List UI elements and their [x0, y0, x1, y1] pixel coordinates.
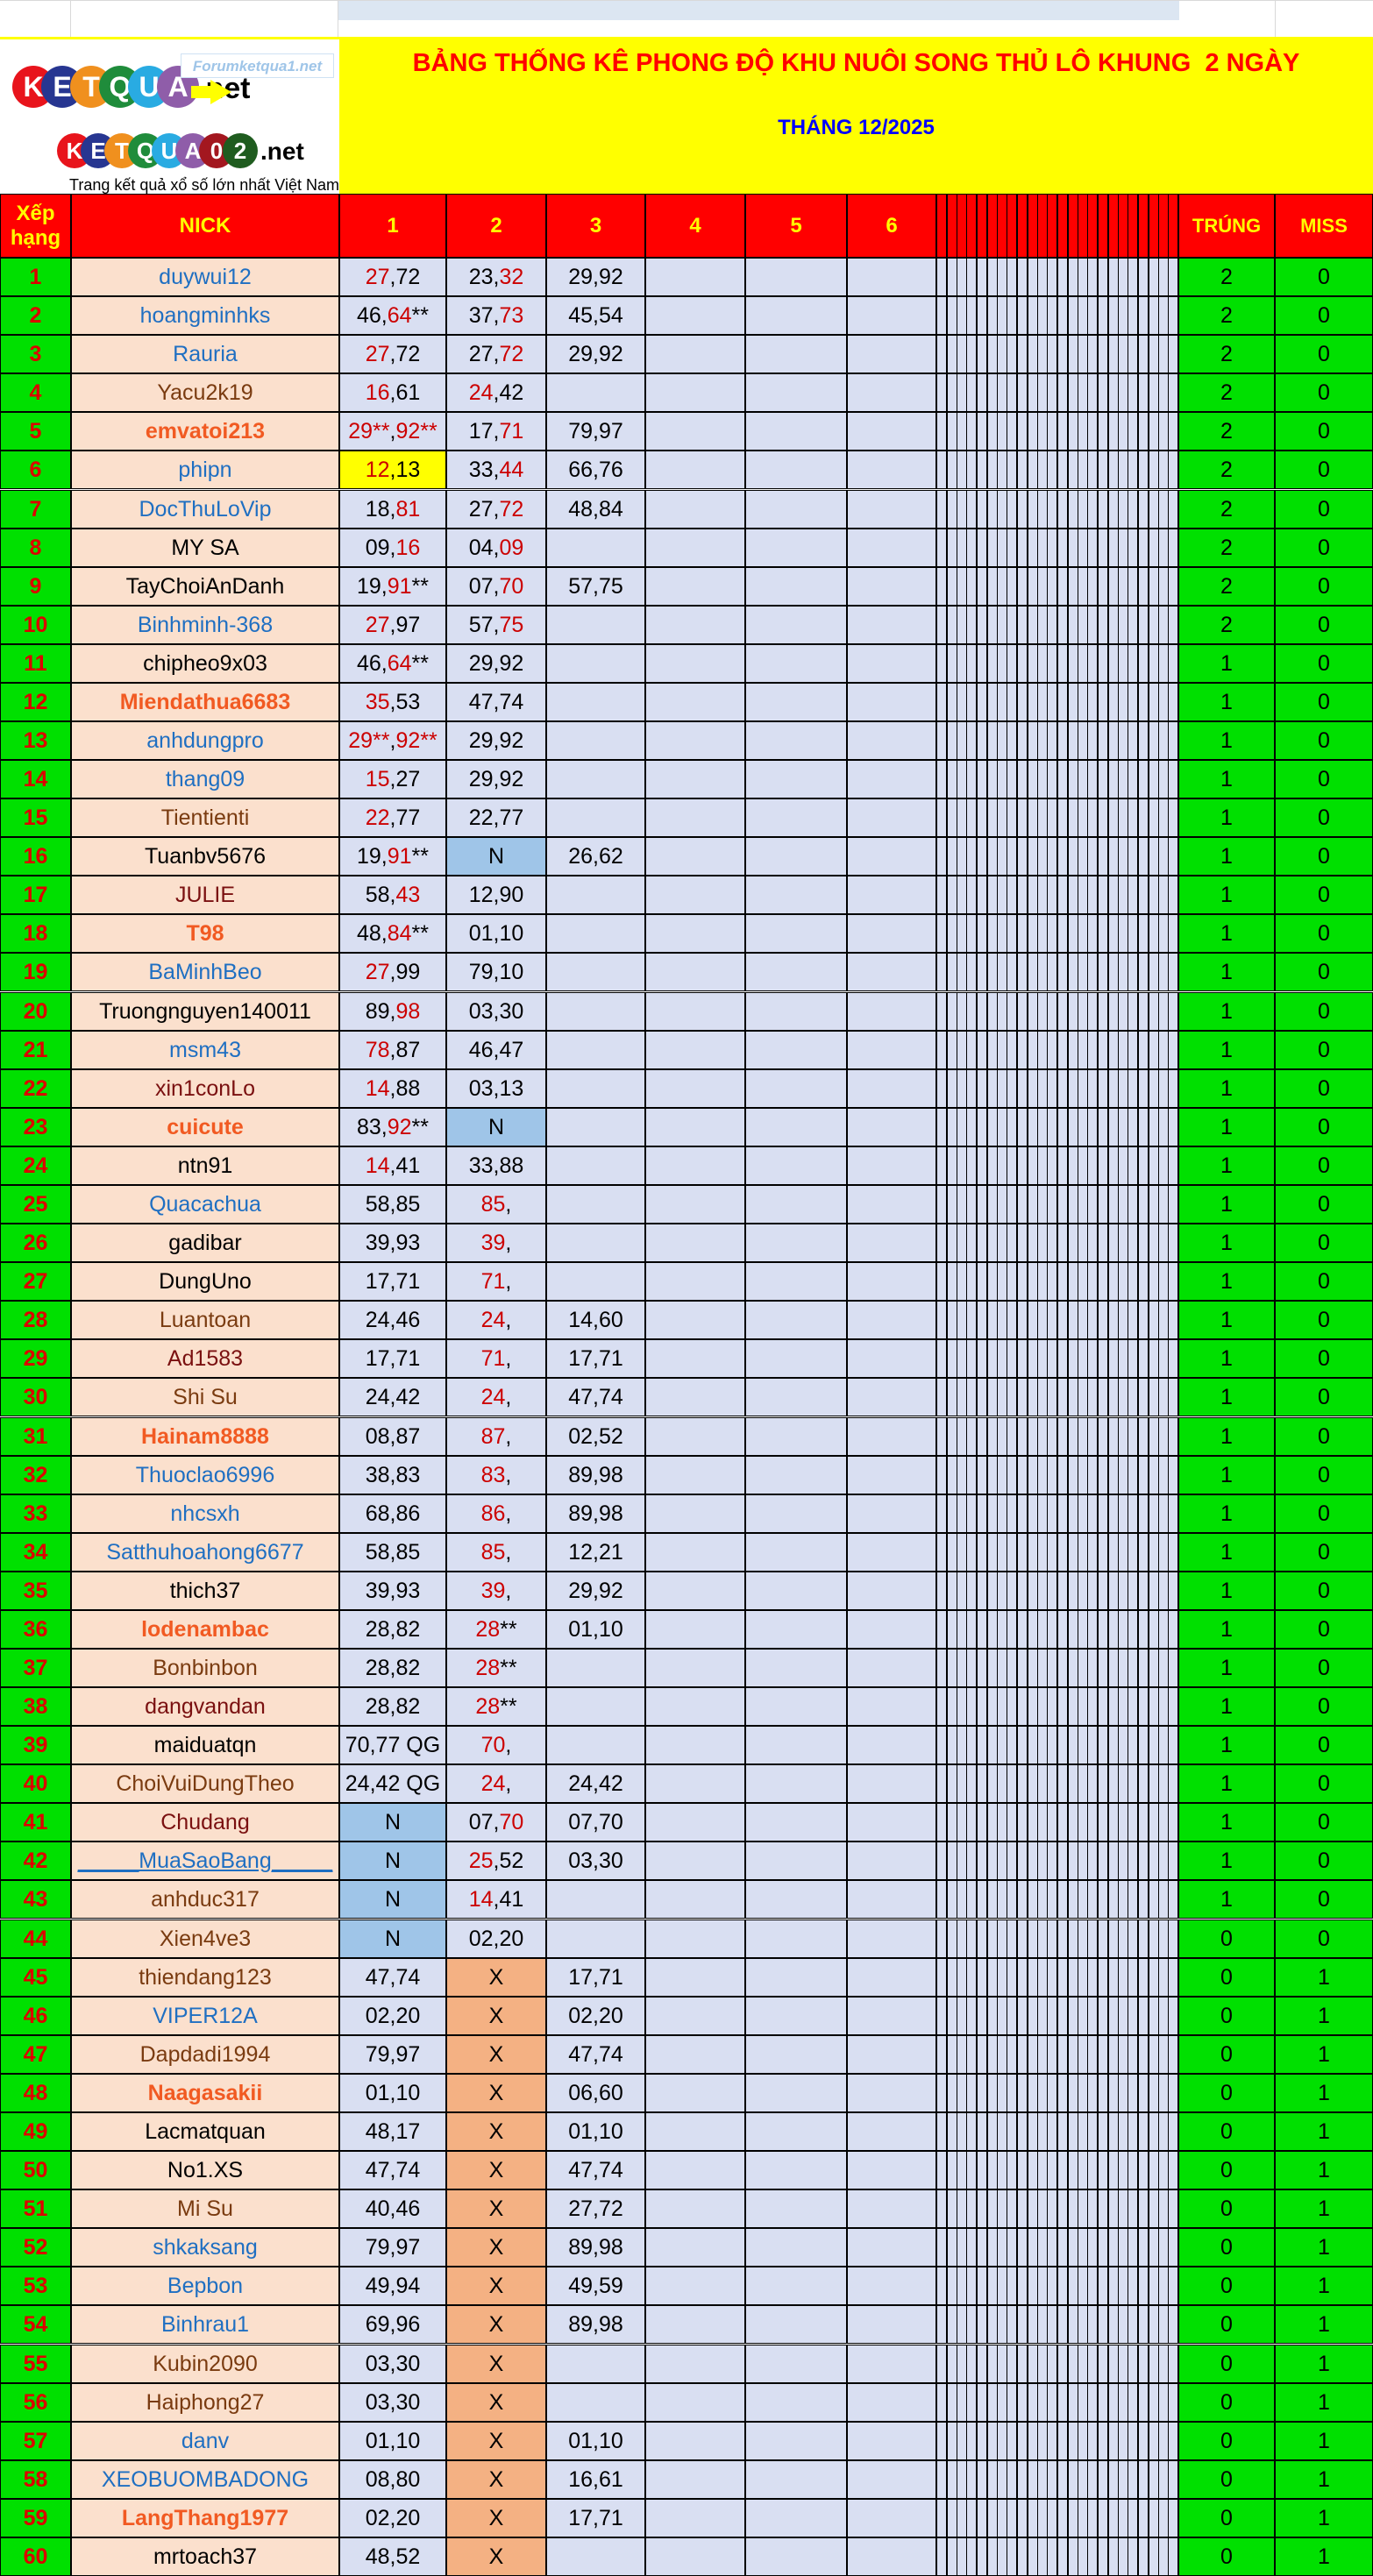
svg-text:U: U: [139, 71, 159, 103]
svg-text:K: K: [67, 138, 83, 164]
svg-text:Q: Q: [110, 71, 132, 103]
svg-text:K: K: [23, 71, 43, 103]
svg-text:T: T: [82, 71, 100, 103]
svg-text:T: T: [115, 138, 129, 164]
svg-text:0: 0: [210, 138, 223, 164]
svg-text:A: A: [185, 138, 202, 164]
svg-text:E: E: [53, 71, 71, 103]
svg-text:E: E: [90, 138, 105, 164]
svg-text:U: U: [161, 138, 178, 164]
svg-text:2: 2: [234, 138, 246, 164]
svg-text:.net: .net: [260, 138, 304, 165]
